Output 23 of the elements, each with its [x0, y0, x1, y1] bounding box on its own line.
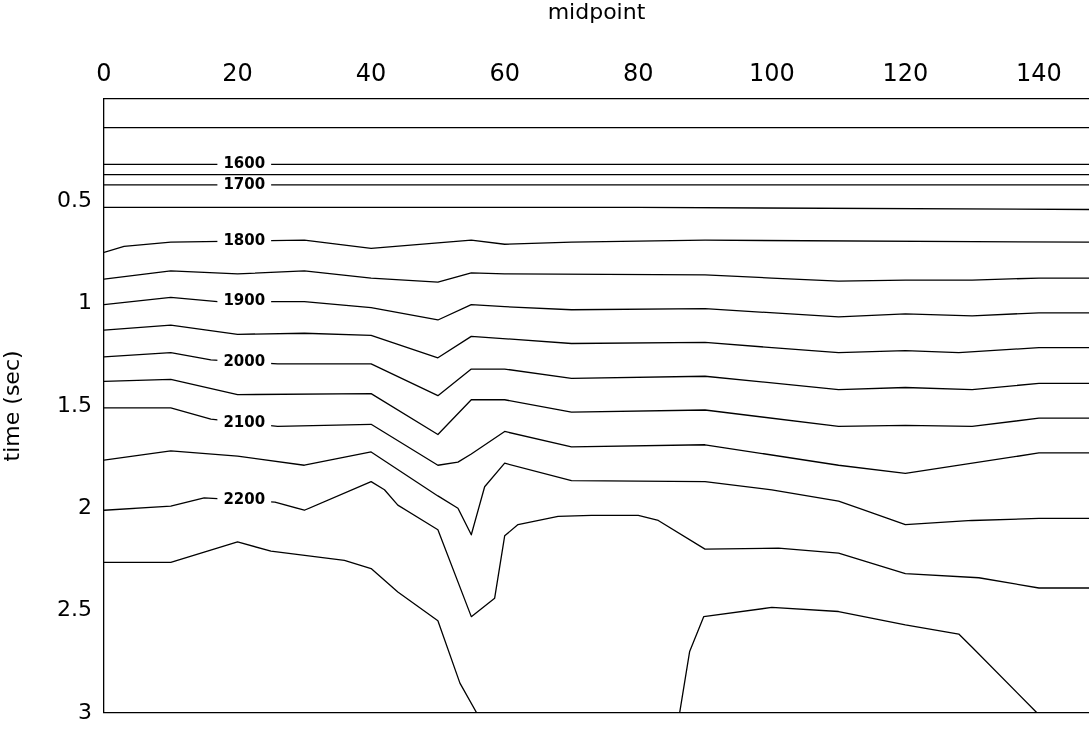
- x-tick-label: 40: [355, 58, 387, 87]
- series-label: 1800: [223, 230, 266, 249]
- x-tick-label: 120: [882, 58, 929, 87]
- series-label: 1700: [223, 174, 266, 193]
- series-label: 1900: [223, 291, 266, 310]
- x-tick-label: 60: [489, 58, 520, 87]
- y-tick-label: 2.5: [57, 596, 92, 622]
- y-axis-title: time (sec): [0, 350, 24, 462]
- x-tick-label: 80: [622, 58, 654, 87]
- series-label: 2100: [223, 412, 266, 431]
- y-tick-label: 0.5: [57, 187, 92, 213]
- series-label: 1600: [223, 154, 266, 173]
- x-tick-label: 140: [1016, 58, 1062, 87]
- series-label: 2200: [223, 490, 266, 509]
- x-tick-label: 100: [748, 58, 795, 87]
- y-tick-label: 1.5: [57, 391, 92, 417]
- x-tick-label: 20: [222, 58, 253, 87]
- y-tick-label: 1: [78, 289, 92, 315]
- series-label: 2000: [223, 351, 266, 370]
- y-tick-label: 2: [78, 493, 92, 519]
- y-tick-label: 3: [78, 698, 92, 724]
- x-tick-label: 0: [96, 58, 112, 87]
- x-axis-title: midpoint: [547, 0, 646, 24]
